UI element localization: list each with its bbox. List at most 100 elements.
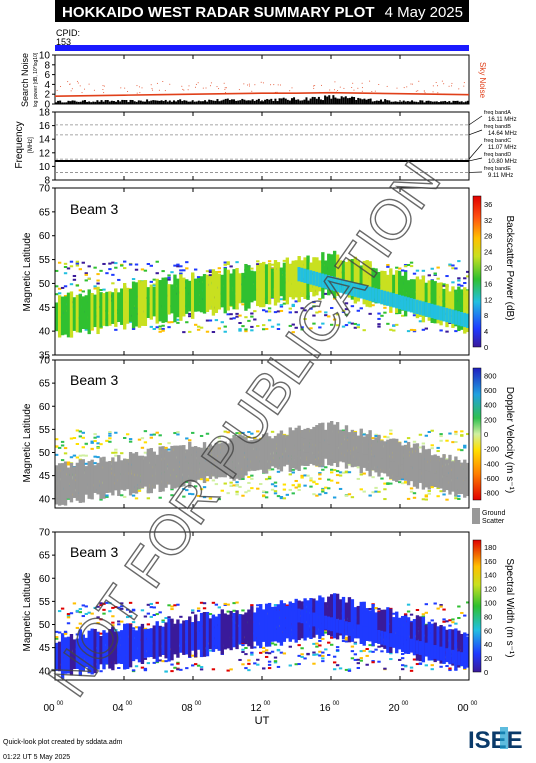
noise-dot	[333, 89, 335, 91]
velocity-band	[241, 435, 245, 479]
noise-bar	[435, 101, 438, 104]
velocity-band	[448, 454, 452, 495]
width-cell	[312, 653, 316, 656]
power-cell	[63, 262, 68, 265]
freq-ytick-label: 18	[39, 108, 51, 119]
power-cell	[81, 261, 85, 264]
velocity-band	[460, 462, 464, 494]
width-cell	[356, 666, 360, 669]
velocity-cell	[318, 493, 322, 496]
width-cell	[211, 668, 216, 671]
width-band	[353, 607, 358, 636]
power-cell	[294, 311, 298, 314]
noise-bar	[230, 99, 233, 104]
noise-dot	[103, 92, 105, 94]
noise-bar	[351, 96, 354, 104]
width-colorbar	[472, 539, 482, 673]
width-band2	[400, 636, 405, 651]
width-cell	[324, 648, 328, 651]
velocity-cell	[247, 476, 251, 479]
width-band	[262, 609, 266, 642]
power-cell	[134, 268, 139, 271]
width-cell	[259, 651, 263, 654]
width-cell	[276, 648, 281, 651]
noise-bar	[241, 98, 244, 104]
velocity-cell	[273, 485, 278, 488]
power-cell	[152, 278, 156, 281]
velocity-cell	[303, 467, 307, 470]
velocity-band2	[463, 480, 467, 495]
width-band	[196, 621, 201, 650]
noise-ylabel2: log power [dB, 10*log10]	[33, 52, 39, 107]
width-cell	[418, 662, 423, 665]
power-band	[235, 268, 239, 310]
width-band	[185, 620, 189, 655]
width-cell	[250, 653, 254, 656]
width-band	[57, 641, 62, 672]
power-band	[451, 286, 455, 328]
width-band	[211, 614, 216, 652]
velocity-cell	[312, 493, 316, 496]
power-cell	[321, 322, 325, 325]
width-cell	[409, 669, 414, 672]
power-cell	[128, 263, 133, 266]
velocity-band	[403, 444, 408, 481]
velocity-cell	[330, 479, 334, 482]
width-band	[149, 628, 153, 658]
power-cell	[63, 285, 68, 288]
width-band	[253, 612, 257, 642]
noise-bar	[88, 101, 91, 104]
velocity-band2	[421, 469, 426, 484]
noise-dot	[339, 86, 341, 88]
power-cell	[241, 303, 245, 306]
noise-ytick-label: 2	[44, 90, 50, 101]
velocity-band	[214, 442, 219, 479]
power-colorbar-tick: 16	[484, 279, 492, 288]
noise-bar	[154, 100, 157, 104]
width-cell	[253, 646, 257, 649]
velocity-cell	[324, 486, 328, 489]
power-cell	[276, 310, 281, 313]
velocity-band	[330, 421, 334, 466]
width-cell	[241, 651, 245, 654]
velocity-cell	[430, 447, 434, 450]
power-cell	[347, 321, 352, 324]
power-cell	[173, 264, 177, 267]
power-band2	[338, 278, 343, 293]
width-band2	[297, 608, 301, 623]
power-cell	[400, 269, 405, 272]
power-cell	[457, 283, 461, 286]
power-cell	[279, 298, 284, 301]
width-band2	[380, 630, 384, 645]
noise-bar	[181, 101, 184, 104]
velocity-cell	[445, 498, 449, 501]
velocity-band	[185, 449, 189, 482]
power-cell	[167, 321, 171, 324]
width-cell	[374, 607, 378, 610]
noise-bar	[315, 98, 318, 104]
velocity-band	[108, 461, 112, 493]
noise-bar	[214, 100, 217, 104]
width-band2	[386, 632, 390, 647]
power-cell	[312, 314, 316, 317]
noise-ytick-label: 6	[44, 70, 50, 81]
noise-bar	[204, 100, 207, 104]
noise-bar	[330, 98, 333, 104]
width-band2	[347, 622, 352, 636]
power-cell	[409, 265, 414, 268]
width-cell	[264, 649, 269, 652]
footer-created-by: Quick-look plot created by sddata.adm	[3, 739, 123, 746]
noise-dot	[432, 85, 434, 87]
velocity-band	[143, 456, 148, 487]
power-band2	[457, 311, 461, 326]
velocity-band2	[386, 460, 390, 475]
noise-dot	[320, 84, 322, 86]
width-cell	[267, 663, 272, 666]
width-cell	[66, 613, 71, 616]
noise-dot	[327, 91, 329, 93]
width-cell	[353, 653, 358, 656]
velocity-cell	[93, 462, 97, 465]
noise-dot	[374, 90, 376, 92]
